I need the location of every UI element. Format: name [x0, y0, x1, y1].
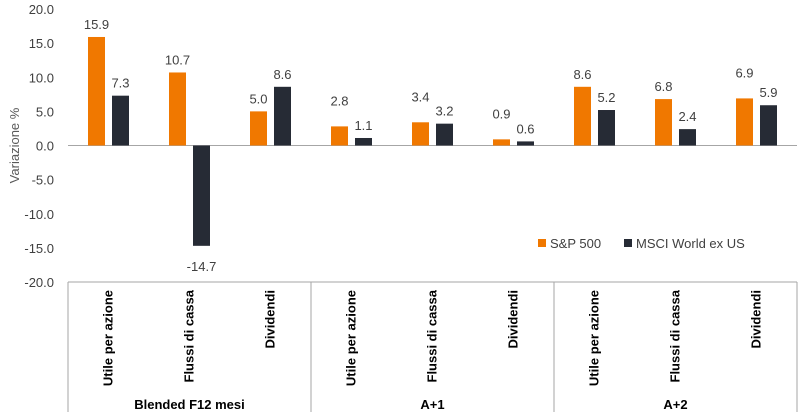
bar-msci-world-ex-us — [274, 86, 291, 146]
category-label: Dividendi — [506, 290, 521, 349]
y-tick-label: -15.0 — [24, 241, 54, 256]
category-label: Flussi di cassa — [668, 289, 683, 382]
bar-sp500 — [412, 122, 429, 146]
data-label-sp500: 2.8 — [330, 93, 348, 108]
legend-label-msci-world-ex-us: MSCI World ex US — [636, 236, 745, 251]
bar-msci-world-ex-us — [355, 137, 372, 146]
data-labels-layer: 15.9 7.3 10.7 -14.7 5.0 8.6 2.8 1.1 3.4 3.2 0.9 0.6… — [84, 17, 778, 274]
data-label-sp500: 3.4 — [411, 89, 429, 104]
bar-sp500 — [655, 99, 672, 146]
category-label: Utile per azione — [587, 290, 602, 386]
legend-swatch-msci-world-ex-us — [624, 239, 632, 247]
y-tick-label: -10.0 — [24, 207, 54, 222]
category-label: Utile per azione — [344, 290, 359, 386]
y-tick-label: 20.0 — [29, 2, 54, 17]
data-label-sp500: 8.6 — [573, 67, 591, 82]
data-label-msci-world-ex-us: 2.4 — [678, 109, 696, 124]
bar-msci-world-ex-us — [193, 145, 210, 246]
data-label-sp500: 15.9 — [84, 17, 109, 32]
legend: S&P 500 MSCI World ex US — [538, 236, 745, 251]
category-label: Utile per azione — [101, 290, 116, 386]
y-tick-label: 5.0 — [36, 104, 54, 119]
data-label-msci-world-ex-us: 8.6 — [273, 67, 291, 82]
data-label-msci-world-ex-us: -14.7 — [187, 259, 217, 274]
category-label: Dividendi — [263, 290, 278, 349]
bar-msci-world-ex-us — [760, 105, 777, 146]
data-label-msci-world-ex-us: 1.1 — [354, 118, 372, 133]
category-label: Flussi di cassa — [425, 289, 440, 382]
group-label: Blended F12 mesi — [134, 397, 245, 412]
category-label: Flussi di cassa — [182, 289, 197, 382]
legend-label-sp500: S&P 500 — [550, 236, 601, 251]
bar-sp500 — [88, 36, 105, 146]
bar-sp500 — [493, 139, 510, 146]
bar-msci-world-ex-us — [679, 129, 696, 146]
y-tick-label: -20.0 — [24, 275, 54, 290]
category-label: Dividendi — [749, 290, 764, 349]
bars-layer — [88, 36, 777, 246]
axis-layer: 20.0 15.0 10.0 5.0 0.0 -5.0 -10.0 -15.0 -20.0 Var… — [7, 2, 798, 412]
legend-swatch-sp500 — [538, 239, 546, 247]
y-tick-label: -5.0 — [32, 173, 54, 188]
data-label-msci-world-ex-us: 7.3 — [111, 76, 129, 91]
bar-msci-world-ex-us — [517, 141, 534, 146]
bar-msci-world-ex-us — [598, 110, 615, 146]
bar-sp500 — [331, 126, 348, 146]
bar-sp500 — [169, 72, 186, 146]
group-label: A+1 — [420, 397, 444, 412]
bar-sp500 — [250, 111, 267, 146]
group-label: A+2 — [663, 397, 687, 412]
y-tick-label: 15.0 — [29, 36, 54, 51]
y-axis-title: Variazione % — [7, 107, 22, 183]
data-label-msci-world-ex-us: 5.2 — [597, 90, 615, 105]
data-label-msci-world-ex-us: 3.2 — [435, 104, 453, 119]
data-label-msci-world-ex-us: 5.9 — [759, 85, 777, 100]
data-label-sp500: 0.9 — [492, 106, 510, 121]
y-tick-label: 10.0 — [29, 70, 54, 85]
data-label-sp500: 6.9 — [735, 65, 753, 80]
data-label-msci-world-ex-us: 0.6 — [516, 121, 534, 136]
bar-sp500 — [574, 86, 591, 146]
bar-msci-world-ex-us — [112, 95, 129, 146]
bar-sp500 — [736, 98, 753, 146]
data-label-sp500: 5.0 — [249, 91, 267, 106]
y-tick-label: 0.0 — [36, 139, 54, 154]
data-label-sp500: 6.8 — [654, 79, 672, 94]
bar-msci-world-ex-us — [436, 123, 453, 146]
data-label-sp500: 10.7 — [165, 52, 190, 67]
